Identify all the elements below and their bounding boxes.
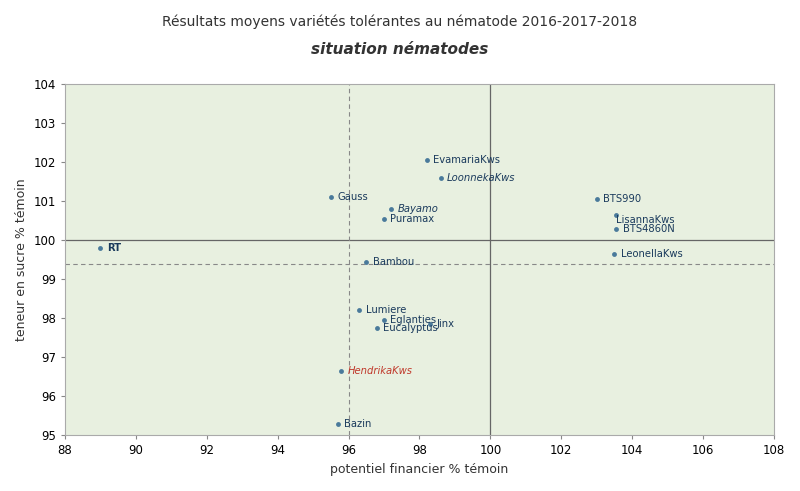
Text: HendrikaKws: HendrikaKws	[348, 366, 413, 376]
Text: Puramax: Puramax	[390, 214, 434, 223]
Text: BTS990: BTS990	[603, 194, 641, 204]
X-axis label: potentiel financier % témoin: potentiel financier % témoin	[330, 463, 509, 476]
Text: Bayamo: Bayamo	[398, 204, 438, 214]
Y-axis label: teneur en sucre % témoin: teneur en sucre % témoin	[15, 178, 28, 341]
Text: Eucalyptus: Eucalyptus	[383, 323, 438, 333]
Text: Bazin: Bazin	[344, 419, 372, 429]
Text: Jinx: Jinx	[437, 319, 454, 329]
Text: LeonellaKws: LeonellaKws	[621, 249, 682, 259]
Text: RT: RT	[106, 243, 121, 253]
Text: Résultats moyens variétés tolérantes au nématode 2016-2017-2018: Résultats moyens variétés tolérantes au …	[162, 15, 638, 29]
Text: Gauss: Gauss	[337, 192, 368, 202]
Text: LoonnekaKws: LoonnekaKws	[447, 172, 515, 183]
Text: Eglanties: Eglanties	[390, 315, 437, 325]
Text: Lumiere: Lumiere	[366, 305, 406, 315]
Text: situation nématodes: situation nématodes	[311, 42, 489, 57]
Text: EvamariaKws: EvamariaKws	[433, 155, 500, 165]
Text: LisannaKws: LisannaKws	[616, 215, 674, 225]
Text: BTS4860N: BTS4860N	[622, 224, 674, 234]
Text: Bambou: Bambou	[373, 257, 414, 267]
